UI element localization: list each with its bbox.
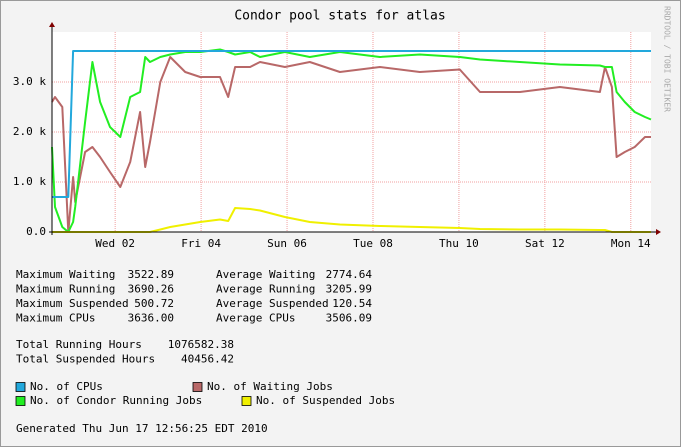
x-tick-label: Sat 12 bbox=[525, 237, 565, 250]
stat-value: 3636.00 bbox=[128, 312, 174, 325]
legend-swatch bbox=[15, 396, 26, 406]
footer: Generated Thu Jun 17 12:56:25 EDT 2010 bbox=[16, 422, 268, 435]
legend-swatch bbox=[241, 396, 252, 406]
stat-label: Average CPUs bbox=[216, 312, 295, 325]
side-note: RRDTOOL / TOBI OETIKER bbox=[663, 6, 672, 112]
stat-label: Average Suspended bbox=[216, 297, 329, 310]
x-axis-arrow bbox=[656, 229, 661, 235]
total-label: Total Running Hours bbox=[16, 338, 142, 351]
total-value: 1076582.38 bbox=[168, 338, 234, 351]
stat-label: Maximum CPUs bbox=[16, 312, 95, 325]
y-tick-label: 2.0 k bbox=[13, 125, 46, 138]
legend-swatch bbox=[192, 382, 203, 392]
stat-label: Average Running bbox=[216, 283, 315, 296]
stat-label: Maximum Waiting bbox=[16, 268, 115, 281]
total-label: Total Suspended Hours bbox=[16, 353, 155, 366]
x-tick-label: Tue 08 bbox=[353, 237, 393, 250]
y-tick-label: 0.0 bbox=[26, 225, 46, 238]
y-axis-arrow bbox=[49, 22, 55, 27]
stat-value: 2774.64 bbox=[326, 268, 373, 281]
stat-value: 500.72 bbox=[134, 297, 174, 310]
y-tick-label: 1.0 k bbox=[13, 175, 46, 188]
total-value: 40456.42 bbox=[181, 353, 234, 366]
stat-value: 3522.89 bbox=[128, 268, 174, 281]
stat-value: 3506.09 bbox=[326, 312, 372, 325]
stat-value: 120.54 bbox=[332, 297, 372, 310]
legend-label: No. of CPUs bbox=[30, 380, 103, 393]
stat-label: Average Waiting bbox=[216, 268, 315, 281]
legend-swatch bbox=[15, 382, 26, 392]
x-tick-label: Thu 10 bbox=[439, 237, 479, 250]
legend-label: No. of Condor Running Jobs bbox=[30, 394, 202, 407]
stat-label: Maximum Suspended bbox=[16, 297, 129, 310]
legend-label: No. of Suspended Jobs bbox=[256, 394, 395, 407]
stat-value: 3205.99 bbox=[326, 283, 372, 296]
x-tick-label: Sun 06 bbox=[267, 237, 307, 250]
x-tick-label: Mon 14 bbox=[611, 237, 651, 250]
series-line bbox=[52, 50, 651, 198]
stat-value: 3690.26 bbox=[128, 283, 174, 296]
legend-label: No. of Waiting Jobs bbox=[207, 380, 333, 393]
series-line bbox=[51, 56, 651, 233]
y-tick-label: 3.0 k bbox=[13, 75, 46, 88]
stat-label: Maximum Running bbox=[16, 283, 115, 296]
x-tick-label: Fri 04 bbox=[181, 237, 221, 250]
x-tick-label: Wed 02 bbox=[95, 237, 135, 250]
chart-title: Condor pool stats for atlas bbox=[234, 9, 445, 24]
